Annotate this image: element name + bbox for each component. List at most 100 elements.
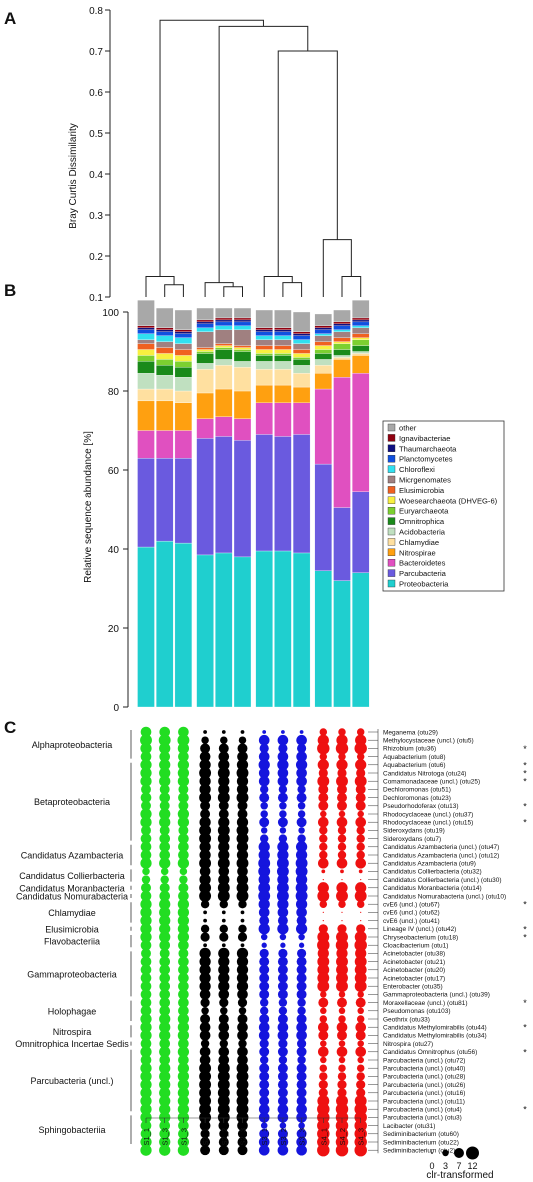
taxon-label: Holophagae [48, 1006, 97, 1016]
bubble [236, 832, 249, 845]
bar-segment [196, 307, 214, 321]
otu-label: Aquabacterium (otu6) [383, 762, 446, 769]
bubble [336, 816, 348, 828]
bubble [140, 775, 152, 787]
bubble [338, 1040, 346, 1047]
stacked-bar-chart: Relative sequence abundance [%] 0 20 40 60 8… [83, 299, 370, 714]
bar-segment [174, 367, 193, 378]
bubble [296, 1103, 307, 1115]
otu-label: Pseudorhodoferax (otu13) [383, 803, 459, 810]
legend-swatch [387, 496, 396, 504]
otu-label: Candidatus Collierbacteria (uncl.) (otu3… [383, 877, 502, 884]
bubble [317, 980, 330, 993]
bubble [279, 933, 287, 941]
bubble [217, 1111, 230, 1124]
bubble [178, 825, 189, 836]
bubble [159, 784, 170, 795]
legend-swatch [387, 434, 396, 442]
bubble [159, 857, 171, 869]
bar-segment [174, 309, 193, 330]
bubble [140, 726, 152, 738]
bubble [218, 783, 230, 796]
bar-segment [196, 418, 214, 439]
bar-segment [215, 436, 233, 554]
bubble [296, 1063, 307, 1074]
bubble [277, 792, 288, 803]
otu-label: Candidatus Methylomirabilis (otu44) [383, 1025, 487, 1032]
bubble [356, 924, 366, 934]
bubble [218, 866, 230, 877]
bar-segment [274, 361, 292, 370]
bar-segment [255, 335, 273, 340]
bar-segment [333, 343, 351, 350]
bubble [337, 834, 347, 843]
bubble [277, 1071, 288, 1082]
bubble [296, 1079, 307, 1090]
otu-label: Nitrospira (otu27) [383, 1041, 433, 1048]
bubble [320, 991, 327, 998]
bubble [200, 900, 210, 909]
bubble [179, 867, 188, 876]
bubble [295, 759, 308, 771]
bar-segment [274, 329, 292, 332]
bubble [159, 1144, 171, 1156]
bar-segment [137, 327, 155, 330]
bubble [178, 849, 189, 861]
bar-segment [233, 345, 252, 348]
otu-label: Acinetobacter (otu17) [383, 975, 445, 982]
bubble [277, 1128, 288, 1139]
bubble [258, 881, 271, 894]
bubble [178, 972, 189, 984]
bubble [177, 857, 190, 869]
bar-segment [233, 556, 252, 708]
bar-segment [255, 369, 273, 386]
bubble [218, 800, 229, 811]
taxon-label: Omnitrophica Incertae Sedis [15, 1039, 129, 1049]
bubble [318, 784, 329, 795]
bar-segment [352, 373, 370, 492]
bubble [355, 792, 366, 803]
significance-star: * [523, 1105, 527, 1115]
bubble [321, 869, 326, 874]
bubble [236, 881, 249, 894]
bubble [278, 1006, 288, 1015]
bubble [178, 980, 189, 992]
bar-segment [137, 349, 155, 356]
otu-label: Cloacibacterium (otu1) [383, 943, 448, 950]
bubble [355, 800, 366, 811]
bar-segment [174, 377, 193, 392]
bubble [218, 1014, 229, 1024]
bubble [178, 800, 189, 811]
bubble [320, 1007, 327, 1015]
bubble [338, 1015, 346, 1023]
bubble [277, 1079, 288, 1090]
bar-segment [174, 349, 193, 356]
bubble [355, 1046, 367, 1058]
otu-label: Moraxellaceae (uncl.) (otu81) [383, 1000, 468, 1007]
bubble [356, 826, 365, 835]
bubble [159, 1136, 171, 1148]
bubble [295, 898, 308, 910]
bubble [199, 816, 211, 828]
bubble [337, 842, 347, 851]
bubble [317, 1046, 329, 1058]
bubble [260, 802, 268, 810]
bar-segment [233, 319, 252, 323]
bar-segment [137, 329, 155, 334]
legend-label: Thaumarchaeota [399, 444, 457, 453]
bubble [278, 743, 288, 753]
bar-segment [156, 307, 174, 328]
bubble [199, 783, 211, 796]
bubble [140, 964, 152, 976]
taxon-label: Betaproteobacteria [34, 797, 110, 807]
bubble [277, 734, 289, 746]
otu-label: Candidatus Nomurabacteria (uncl.) (otu10… [383, 893, 506, 900]
bubble [217, 890, 230, 902]
bubble [296, 989, 307, 1000]
legend-swatch [387, 538, 396, 546]
bubble [236, 791, 249, 804]
bubble [296, 964, 307, 975]
bubble [277, 1103, 289, 1115]
bar-segment [274, 550, 292, 708]
